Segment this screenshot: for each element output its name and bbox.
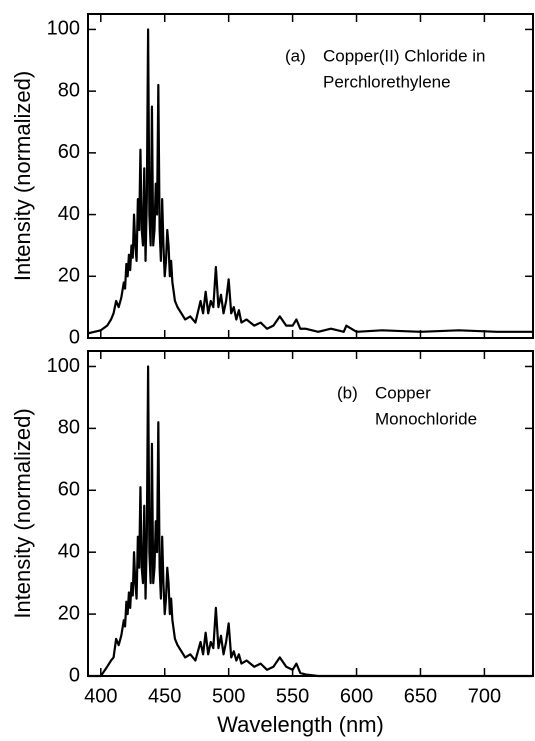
y-tick-label: 100: [47, 18, 80, 40]
y-tick-label: 100: [47, 355, 80, 377]
x-tick-label: 450: [148, 685, 181, 707]
annotation: Copper(II) Chloride in: [323, 46, 486, 65]
y-tick-label: 60: [58, 141, 80, 163]
y-axis-label: Intensity (normalized): [10, 71, 35, 281]
x-tick-label: 650: [404, 685, 437, 707]
spectrum-line: [88, 365, 533, 678]
x-tick-label: 500: [212, 685, 245, 707]
x-tick-label: 400: [84, 685, 117, 707]
y-tick-label: 40: [58, 203, 80, 225]
y-axis-label: Intensity (normalized): [10, 408, 35, 618]
x-axis-label: Wavelength (nm): [217, 712, 384, 737]
x-tick-label: 550: [276, 685, 309, 707]
x-tick-label: 600: [340, 685, 373, 707]
y-tick-label: 80: [58, 79, 80, 101]
annotation: Perchlorethylene: [323, 72, 451, 91]
y-tick-label: 20: [58, 602, 80, 624]
y-tick-label: 20: [58, 265, 80, 287]
annotation: Monochloride: [375, 409, 477, 428]
panel-label: (b): [337, 383, 358, 402]
y-tick-label: 0: [69, 664, 80, 686]
panel-label: (a): [285, 46, 306, 65]
spectrum-line: [87, 28, 533, 335]
plot-frame: [87, 350, 534, 677]
y-tick-label: 80: [58, 417, 80, 439]
y-tick-label: 40: [58, 540, 80, 562]
x-tick-label: 700: [468, 685, 501, 707]
plot-frame: [87, 13, 534, 339]
y-tick-label: 60: [58, 479, 80, 501]
y-tick-label: 0: [69, 326, 80, 348]
annotation: Copper: [375, 383, 431, 402]
